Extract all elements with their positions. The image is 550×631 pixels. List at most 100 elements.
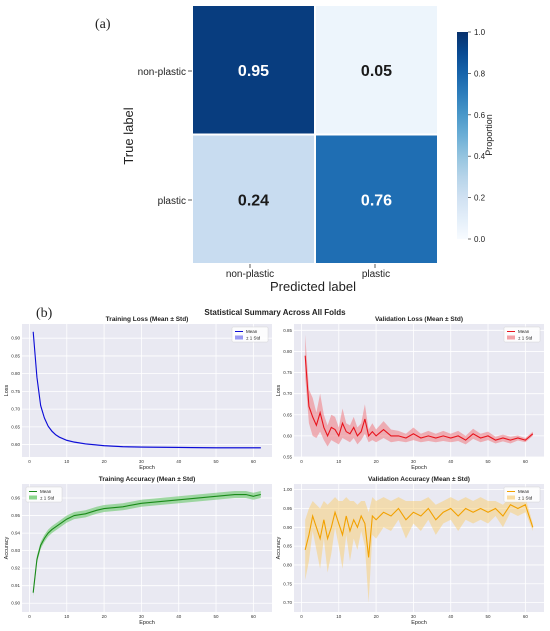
std-band [305, 497, 533, 603]
x-tick-label: 50 [214, 459, 220, 464]
std-band [305, 334, 533, 447]
y-tick-label: 0.75 [283, 370, 292, 375]
x-tick-label: 60 [523, 459, 529, 464]
matrix-cell [316, 135, 437, 263]
mean-line [32, 493, 261, 593]
y-tick-label: 0.85 [283, 544, 292, 549]
matrix-cell-value: 0.95 [238, 63, 269, 80]
colorbar-tick-label: 0.6 [474, 111, 486, 120]
x-tick-label: 40 [448, 614, 454, 619]
legend-entry: Mean [518, 489, 530, 494]
y-tick-label: 0.55 [283, 455, 292, 460]
confusion-ylabel: True label [121, 107, 136, 164]
x-tick-label: 20 [102, 459, 108, 464]
y-tick-label: 0.85 [11, 353, 20, 358]
x-tick-label: 0 [28, 459, 31, 464]
x-tick-label: 50 [214, 614, 220, 619]
y-tick-label: 0.70 [11, 407, 20, 412]
y-tick-label: 0.75 [283, 581, 292, 586]
x-tick-label: 60 [251, 459, 257, 464]
x-tick-label: 40 [448, 459, 454, 464]
matrix-cell-value: 0.76 [361, 192, 392, 209]
colorbar-tick-label: 0.0 [474, 235, 486, 244]
x-tick-label: 30 [139, 459, 145, 464]
y-tick-label: 0.95 [11, 513, 20, 518]
y-axis-label: Accuracy [276, 536, 282, 559]
summary-title: Statistical Summary Across All Folds [204, 308, 346, 317]
x-tick-label: 20 [374, 614, 380, 619]
validation-accuracy-subplot: Validation Accuracy (Mean ± Std) 0 10 20 30 4… [276, 476, 544, 626]
y-tick-label: 0.92 [11, 566, 20, 571]
confusion-matrix: 0.95 0.05 0.24 0.76 0.0 0.2 0.4 0.6 0.8 1.0 True… [121, 6, 494, 294]
y-tick-label: 0.80 [283, 562, 292, 567]
x-tick-label: 30 [139, 614, 145, 619]
mean-line [32, 331, 261, 449]
legend-entry: Mean [518, 329, 530, 334]
x-tick-label: 0 [300, 614, 303, 619]
colorbar [457, 32, 468, 239]
x-tick-label: 50 [486, 614, 492, 619]
subplot-title: Training Accuracy (Mean ± Std) [99, 476, 196, 483]
confusion-xlabel: Predicted label [270, 279, 356, 294]
matrix-cell-value: 0.05 [361, 63, 392, 80]
y-tick-label: 0.70 [283, 600, 292, 605]
y-tick-label: 0.95 [283, 506, 292, 511]
col-label-non-plastic: non-plastic [226, 269, 274, 280]
subplot-title: Validation Accuracy (Mean ± Std) [368, 476, 470, 483]
x-axis-label: Epoch [139, 465, 155, 471]
x-tick-label: 0 [28, 614, 31, 619]
x-tick-label: 20 [102, 614, 108, 619]
legend-entry: ± 1 Std [40, 496, 55, 501]
x-tick-label: 20 [374, 459, 380, 464]
panel-a-label: (a) [95, 17, 111, 32]
legend-entry: ± 1 Std [246, 336, 261, 341]
y-tick-label: 0.90 [283, 525, 292, 530]
y-tick-label: 1.00 [283, 487, 292, 492]
row-label-non-plastic: non-plastic [138, 67, 186, 78]
x-tick-label: 10 [64, 459, 70, 464]
col-label-plastic: plastic [362, 269, 390, 280]
y-tick-label: 0.65 [11, 424, 20, 429]
x-axis-label: Epoch [139, 620, 155, 626]
x-tick-label: 10 [336, 614, 342, 619]
training-loss-subplot: Training Loss (Mean ± Std) 0 10 20 30 40 50 60 0… [4, 316, 272, 471]
x-tick-label: 10 [64, 614, 70, 619]
mean-line [304, 355, 534, 441]
y-tick-label: 0.91 [11, 583, 20, 588]
y-tick-label: 0.96 [11, 496, 20, 501]
x-tick-label: 60 [523, 614, 529, 619]
colorbar-tick-label: 0.8 [474, 69, 486, 78]
y-tick-label: 0.75 [11, 389, 20, 394]
y-tick-label: 0.60 [11, 442, 20, 447]
legend-entry: Mean [246, 329, 258, 334]
colorbar-tick-label: 0.2 [474, 194, 486, 203]
y-axis-label: Loss [276, 384, 282, 396]
x-tick-label: 10 [336, 459, 342, 464]
colorbar-label: Proportion [484, 114, 494, 156]
y-tick-label: 0.90 [11, 336, 20, 341]
subplot-title: Validation Loss (Mean ± Std) [375, 316, 463, 323]
y-tick-label: 0.70 [283, 391, 292, 396]
validation-loss-subplot: Validation Loss (Mean ± Std) 0 10 20 30 40 50 6… [276, 316, 544, 471]
matrix-cell [316, 6, 437, 134]
x-tick-label: 40 [176, 459, 182, 464]
y-tick-label: 0.80 [283, 349, 292, 354]
y-tick-label: 0.85 [283, 328, 292, 333]
x-tick-label: 60 [251, 614, 257, 619]
y-tick-label: 0.90 [11, 601, 20, 606]
matrix-cell [193, 6, 314, 134]
y-axis-label: Accuracy [4, 536, 10, 559]
training-accuracy-subplot: Training Accuracy (Mean ± Std) 0 10 20 30 40 5… [4, 476, 272, 626]
y-tick-label: 0.60 [283, 433, 292, 438]
x-tick-label: 50 [486, 459, 492, 464]
panel-b-label: (b) [36, 306, 53, 321]
y-tick-label: 0.93 [11, 548, 20, 553]
x-tick-label: 0 [300, 459, 303, 464]
x-axis-label: Epoch [411, 620, 427, 626]
matrix-cell [193, 135, 314, 263]
matrix-cell-value: 0.24 [238, 192, 269, 209]
legend-entry: Mean [40, 489, 52, 494]
y-axis-label: Loss [4, 384, 10, 396]
y-tick-label: 0.65 [283, 412, 292, 417]
